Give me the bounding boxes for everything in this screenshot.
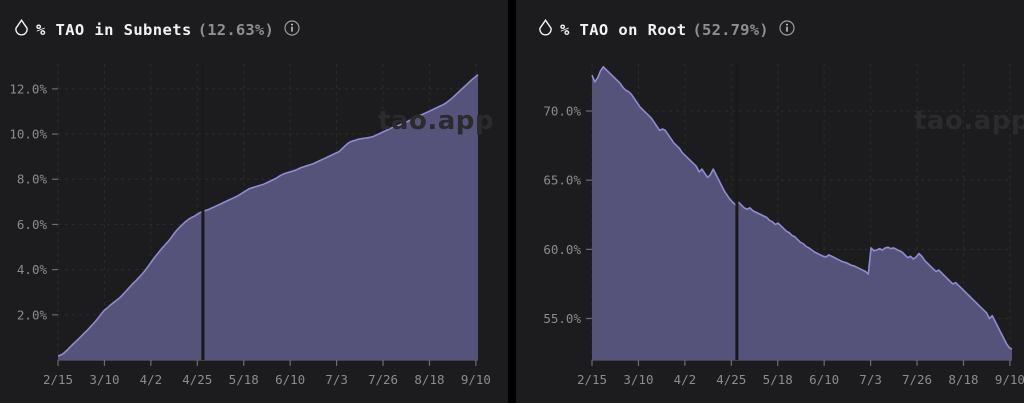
- x-axis-tick-label: 9/10: [461, 372, 491, 387]
- x-axis-tick-label: 6/10: [809, 372, 839, 387]
- x-axis-tick-label: 9/10: [995, 372, 1024, 387]
- x-axis-tick-label: 7/26: [902, 372, 932, 387]
- x-axis-tick-label: 2/15: [577, 372, 607, 387]
- x-axis-tick-label: 4/2: [674, 372, 697, 387]
- x-axis-tick-label: 8/18: [414, 372, 444, 387]
- chart-area-tao-on-root[interactable]: tao.app 55.0% 60.0% 65.0% 70.0% 2/15 3/10 4/2 4…: [516, 44, 1024, 403]
- area-chart-tao-in-subnets[interactable]: 2.0% 4.0% 6.0% 8.0% 10.0% 12.0% 2/15 3/10 4/2 4/2…: [0, 44, 508, 403]
- x-axis-tick-label: 7/3: [859, 372, 882, 387]
- chart-series-line: [591, 65, 1013, 350]
- x-axis-tick-label: 4/2: [140, 372, 163, 387]
- x-axis-tick-label: 7/3: [325, 372, 348, 387]
- panel-tao-on-root: % TAO on Root (52.79%) tao.app 55.0% 60.0…: [516, 0, 1024, 403]
- x-axis-tick-label: 3/10: [89, 372, 119, 387]
- chart-area-tao-in-subnets[interactable]: tao.app 2.0% 4.0% 6.0% 8.0% 10.0% 12.0% 2/15 3/…: [0, 44, 508, 403]
- y-axis-tick-label: 4.0%: [17, 262, 48, 277]
- area-chart-tao-on-root[interactable]: 55.0% 60.0% 65.0% 70.0% 2/15 3/10 4/2 4/25 5/18 6…: [516, 44, 1024, 403]
- panel-tao-in-subnets: % TAO in Subnets (12.63%) tao.app 2.0% 4.…: [0, 0, 508, 403]
- chart-area-fill: [592, 66, 1012, 360]
- x-axis-tick-label: 4/25: [182, 372, 212, 387]
- panel-current-value: (12.63%): [197, 20, 274, 39]
- panel-header: % TAO in Subnets (12.63%): [0, 0, 508, 44]
- x-axis-tick-label: 2/15: [43, 372, 73, 387]
- y-axis-tick-label: 70.0%: [543, 104, 581, 119]
- x-axis-tick-label: 5/18: [763, 372, 793, 387]
- info-circle-icon[interactable]: [779, 19, 795, 40]
- x-axis-tick-label: 8/18: [948, 372, 978, 387]
- panel-header: % TAO on Root (52.79%): [516, 0, 1024, 44]
- chart-area-fill: [58, 74, 478, 361]
- y-axis-tick-label: 10.0%: [9, 127, 47, 142]
- y-axis-tick-label: 65.0%: [543, 173, 581, 188]
- x-axis-tick-label: 5/18: [229, 372, 259, 387]
- y-axis-tick-label: 12.0%: [9, 81, 47, 96]
- info-circle-icon[interactable]: [284, 19, 300, 40]
- panel-current-value: (52.79%): [692, 20, 769, 39]
- chart-series-line: [57, 74, 479, 357]
- y-axis-tick-label: 6.0%: [17, 217, 48, 232]
- y-axis-tick-label: 2.0%: [17, 307, 48, 322]
- x-axis-tick-label: 6/10: [275, 372, 305, 387]
- tao-droplet-icon: [538, 18, 553, 40]
- y-axis-tick-label: 60.0%: [543, 242, 581, 257]
- x-axis-tick-label: 7/26: [368, 372, 398, 387]
- x-axis-tick-label: 3/10: [623, 372, 653, 387]
- page-title: % TAO on Root: [560, 20, 687, 39]
- tao-droplet-icon: [14, 18, 29, 40]
- y-axis-tick-label: 8.0%: [17, 172, 48, 187]
- x-axis-tick-label: 4/25: [716, 372, 746, 387]
- y-axis-tick-label: 55.0%: [543, 311, 581, 326]
- page-title: % TAO in Subnets: [36, 20, 192, 39]
